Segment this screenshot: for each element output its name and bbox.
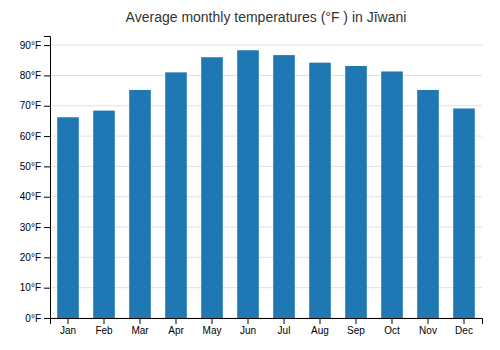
x-tick: Feb: [95, 318, 113, 336]
y-tick-mark: [44, 197, 50, 198]
y-tick-mark: [44, 318, 50, 319]
x-tick-label: Nov: [419, 325, 437, 336]
bar: [417, 90, 439, 318]
x-tick-mark: [212, 318, 213, 324]
y-tick: 50°F: [20, 161, 50, 172]
x-tick: Mar: [131, 318, 149, 336]
y-tick-label: 30°F: [20, 222, 41, 233]
x-tick: Jun: [240, 318, 256, 336]
bar: [93, 111, 115, 318]
bar: [345, 66, 367, 318]
x-tick: Sep: [347, 318, 365, 336]
x-tick: Oct: [384, 318, 400, 336]
x-tick-label: Jun: [240, 325, 256, 336]
x-tick-mark: [392, 318, 393, 324]
bars: [57, 50, 475, 318]
x-tick-label: Sep: [347, 325, 365, 336]
x-tick: Aug: [311, 318, 329, 336]
x-tick-label: Oct: [384, 325, 400, 336]
x-tick-mark: [464, 318, 465, 324]
y-tick-label: 80°F: [20, 70, 41, 81]
x-tick-mark: [176, 318, 177, 324]
x-tick: Apr: [168, 318, 184, 336]
chart-svg: Jan Feb Mar Apr May Jun Jul Aug Sep Oct Nov Dec 0°F 1…: [0, 0, 500, 350]
x-tick: May: [203, 318, 222, 336]
bar: [381, 71, 403, 318]
bar: [237, 50, 259, 318]
x-tick-label: May: [203, 325, 222, 336]
bar: [165, 72, 187, 318]
y-tick-label: 70°F: [20, 100, 41, 111]
y-tick-mark: [44, 136, 50, 137]
y-tick: 20°F: [20, 252, 50, 263]
x-tick-mark: [356, 318, 357, 324]
y-tick-label: 20°F: [20, 252, 41, 263]
x-tick: Dec: [455, 318, 473, 336]
y-tick-label: 60°F: [20, 131, 41, 142]
y-tick-mark: [44, 166, 50, 167]
y-tick-mark: [44, 288, 50, 289]
grid-line: [50, 75, 482, 76]
grid-line: [50, 45, 482, 46]
x-tick-label: Jul: [278, 325, 291, 336]
x-tick: Jan: [60, 318, 76, 336]
y-tick: 30°F: [20, 222, 50, 233]
y-tick: 40°F: [20, 191, 50, 202]
y-tick-mark: [44, 45, 50, 46]
x-tick-label: Feb: [95, 325, 113, 336]
y-tick-label: 90°F: [20, 40, 41, 51]
x-tick-mark: [428, 318, 429, 324]
y-tick-mark: [44, 75, 50, 76]
bar: [57, 117, 79, 318]
y-tick: 80°F: [20, 70, 50, 81]
x-tick-label: Dec: [455, 325, 473, 336]
x-tick: Nov: [419, 318, 437, 336]
y-tick-mark: [44, 227, 50, 228]
y-axis-line: [44, 37, 51, 319]
x-tick: Jul: [278, 318, 291, 336]
x-tick-label: Mar: [131, 325, 149, 336]
y-tick: 60°F: [20, 131, 50, 142]
y-tick-mark: [44, 106, 50, 107]
y-tick-label: 40°F: [20, 191, 41, 202]
bar: [129, 90, 151, 318]
grid: [50, 45, 482, 318]
x-axis-line: [51, 319, 483, 325]
y-tick-label: 50°F: [20, 161, 41, 172]
y-tick-label: 10°F: [20, 282, 41, 293]
x-tick-label: Jan: [60, 325, 76, 336]
y-tick-mark: [44, 257, 50, 258]
x-tick-mark: [68, 318, 69, 324]
plot: Jan Feb Mar Apr May Jun Jul Aug Sep Oct Nov Dec 0°F 1…: [20, 37, 483, 337]
y-tick-label: 0°F: [25, 313, 41, 324]
bar: [273, 55, 295, 318]
x-tick-mark: [104, 318, 105, 324]
bar: [309, 63, 331, 318]
x-tick-mark: [320, 318, 321, 324]
x-tick-mark: [248, 318, 249, 324]
x-tick-mark: [140, 318, 141, 324]
x-tick-mark: [284, 318, 285, 324]
x-tick-label: Apr: [168, 325, 184, 336]
y-tick: 10°F: [20, 282, 50, 293]
bar: [201, 57, 223, 318]
y-tick: 70°F: [20, 100, 50, 111]
bar: [453, 108, 475, 318]
title: Average monthly temperatures (°F ) in Jī…: [126, 9, 407, 25]
y-tick: 0°F: [25, 313, 50, 324]
x-axis: Jan Feb Mar Apr May Jun Jul Aug Sep Oct Nov Dec: [51, 318, 483, 336]
y-axis: 0°F 10°F 20°F 30°F 40°F 50°F 60°F 70°F 80°F 90°F: [20, 37, 51, 324]
y-tick: 90°F: [20, 40, 50, 51]
x-tick-label: Aug: [311, 325, 329, 336]
